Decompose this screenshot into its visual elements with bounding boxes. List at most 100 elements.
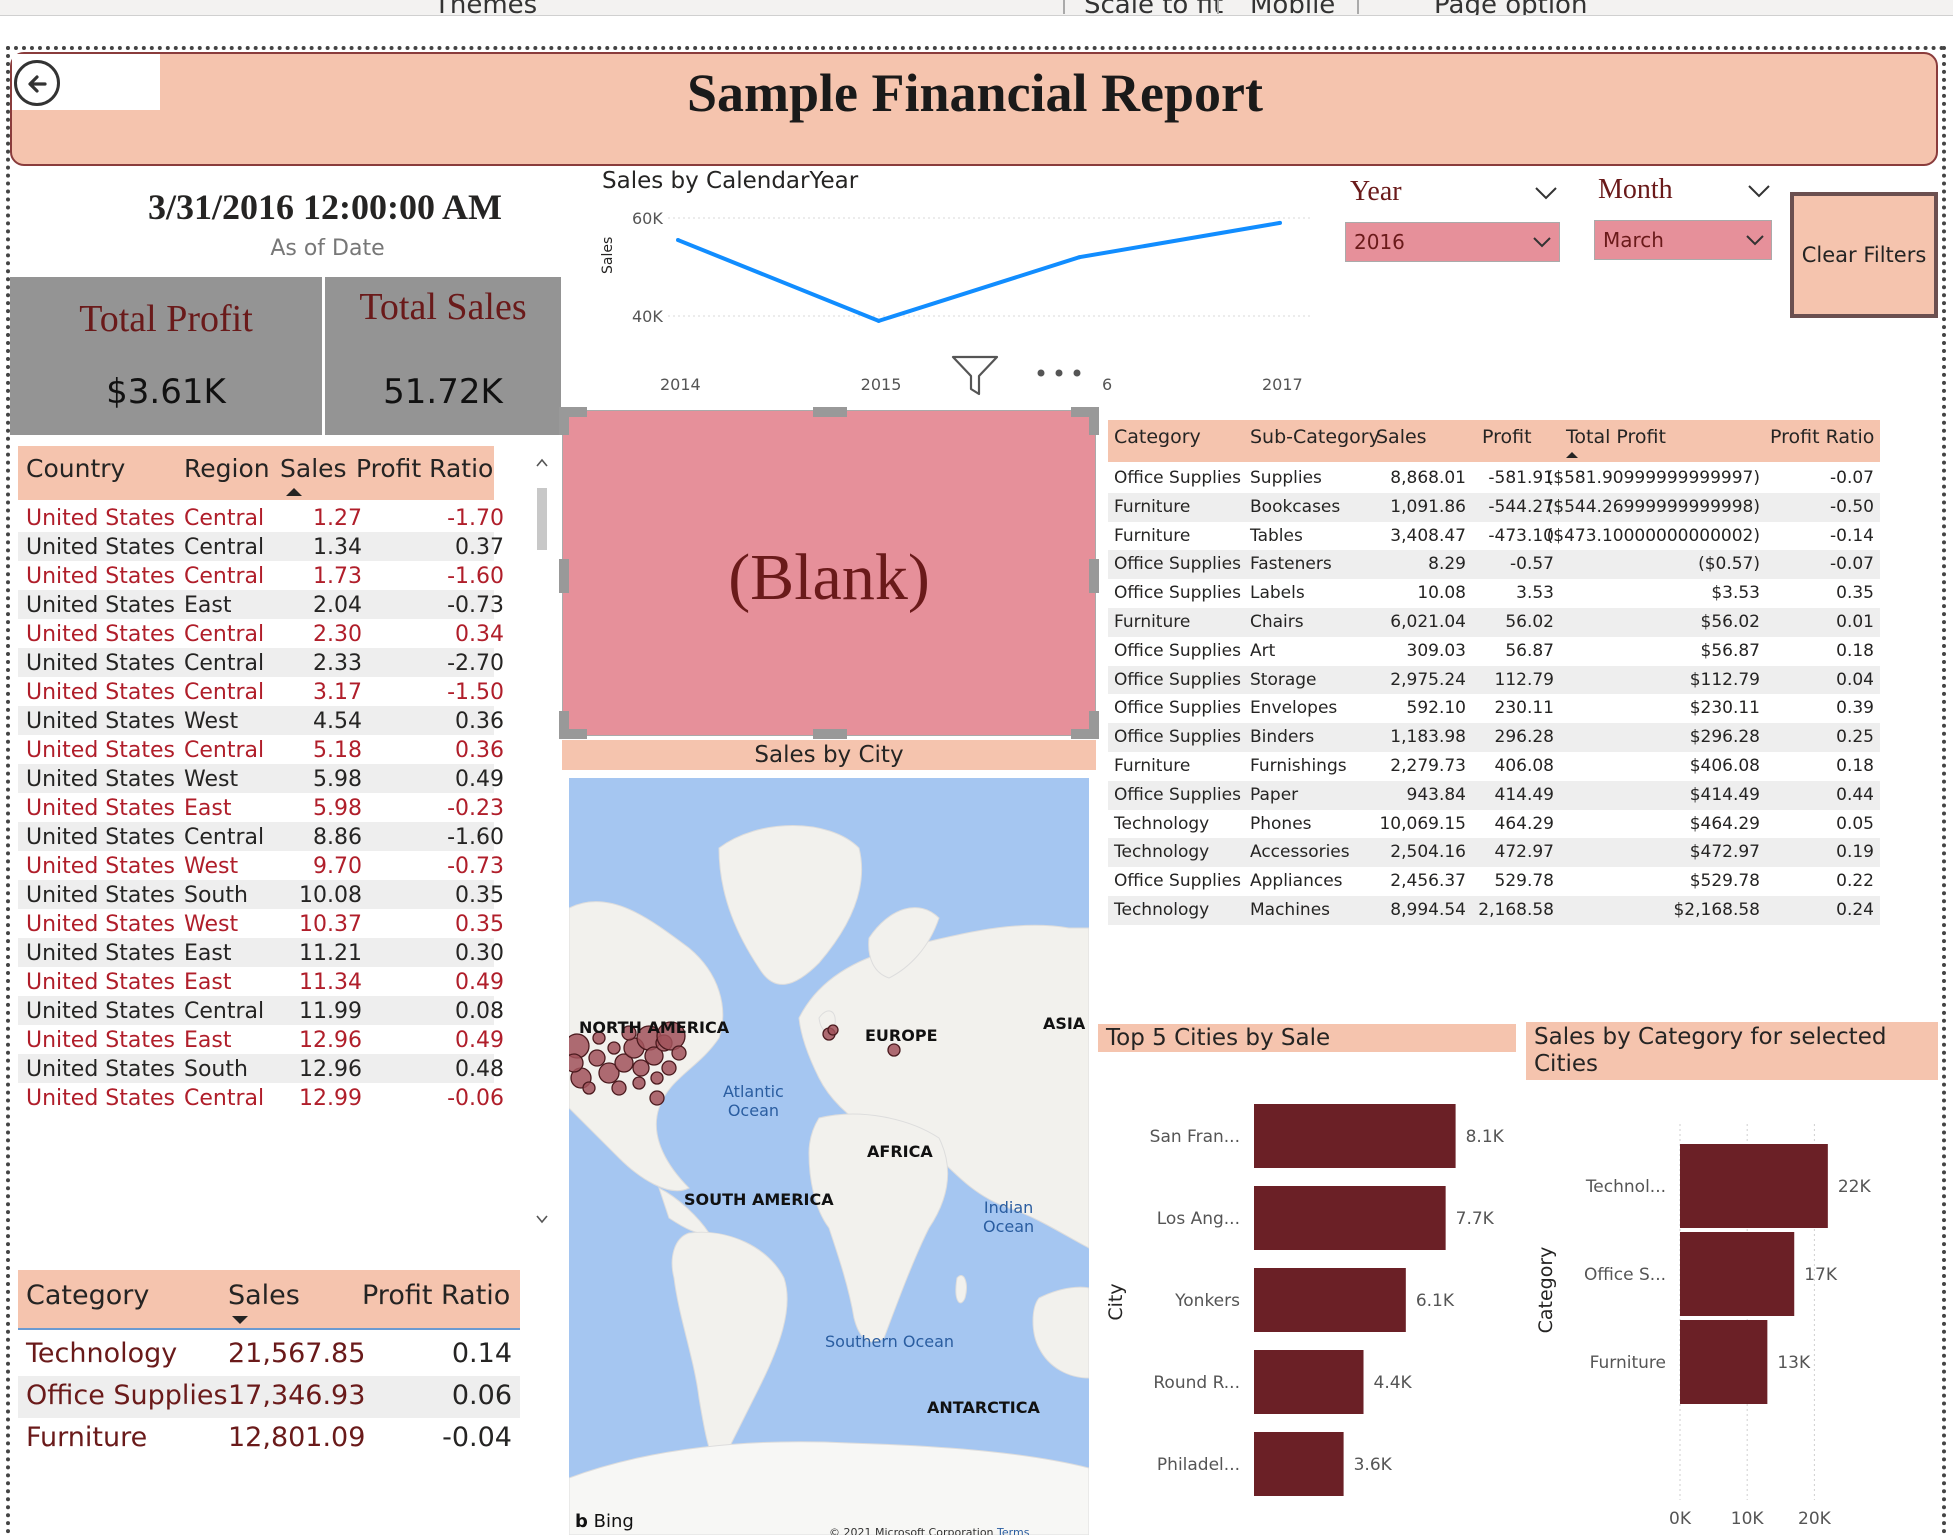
- more-options-icon[interactable]: [1036, 368, 1086, 378]
- table-row[interactable]: Office Supplies Storage 2,975.24 112.79 $112…: [1108, 665, 1880, 695]
- table-row[interactable]: United States Central 1.34 0.37: [18, 532, 504, 561]
- table-cell: 12.99: [299, 1086, 362, 1111]
- table-row[interactable]: Furniture Bookcases 1,091.86 -544.27 ($544.2…: [1108, 492, 1880, 522]
- sales-by-category-bar-chart[interactable]: Technol... 22K Office S... 17K Furniture 13K C…: [1526, 1090, 1938, 1535]
- toolbar-page-options[interactable]: Page option: [1434, 0, 1588, 16]
- col-header[interactable]: Total Profit: [1566, 426, 1666, 448]
- bar[interactable]: [1680, 1232, 1795, 1316]
- sales-by-city-map[interactable]: NORTH AMERICA EUROPE ASIA AFRICA SOUTH A…: [569, 778, 1089, 1535]
- sales-line[interactable]: [677, 220, 1281, 324]
- table-row[interactable]: Office Supplies 17,346.93 0.06: [18, 1376, 520, 1418]
- toolbar-themes[interactable]: Themes: [434, 0, 538, 16]
- bar[interactable]: [1680, 1320, 1768, 1404]
- table-row[interactable]: United States Central 11.99 0.08: [18, 996, 504, 1025]
- table-cell: Machines: [1250, 900, 1331, 920]
- region-table: Country Region Sales Profit Ratio United…: [18, 446, 504, 1246]
- top-cities-bar-chart[interactable]: San Fran... 8.1K Los Ang... 7.7K Yonkers 6.1K…: [1100, 1080, 1540, 1535]
- table-row[interactable]: United States East 2.04 -0.73: [18, 590, 504, 619]
- table-row[interactable]: United States South 12.96 0.48: [18, 1054, 504, 1083]
- table-row[interactable]: Office Supplies Fasteners 8.29 -0.57 ($0.57)…: [1108, 550, 1880, 580]
- table-row[interactable]: United States East 5.98 -0.23: [18, 793, 504, 822]
- table-row[interactable]: Office Supplies Envelopes 592.10 230.11 $230…: [1108, 694, 1880, 723]
- table-row[interactable]: United States Central 8.86 -1.60: [18, 822, 504, 851]
- bar[interactable]: [1254, 1186, 1446, 1250]
- table-row[interactable]: United States West 5.98 0.49: [18, 764, 504, 793]
- table-row[interactable]: United States Central 2.33 -2.70: [18, 648, 504, 677]
- table-cell: 112.79: [1494, 669, 1554, 690]
- table-row[interactable]: Office Supplies Binders 1,183.98 296.28 $296…: [1108, 723, 1880, 752]
- col-header-region[interactable]: Region: [184, 454, 270, 483]
- col-header[interactable]: Sales: [1376, 426, 1427, 448]
- year-slicer-dropdown[interactable]: 2016: [1345, 222, 1560, 262]
- table-cell: 2,279.73: [1390, 756, 1466, 776]
- table-cell: Envelopes: [1250, 698, 1338, 719]
- ocean-label-indian: Indian Ocean: [983, 1198, 1035, 1236]
- table-row[interactable]: Office Supplies Paper 943.84 414.49 $414.49 0…: [1108, 780, 1880, 810]
- map-terms-link[interactable]: Terms: [997, 1526, 1030, 1535]
- table-cell: Office Supplies: [1114, 727, 1241, 748]
- table-row[interactable]: United States Central 1.73 -1.60: [18, 561, 504, 590]
- bar[interactable]: [1254, 1104, 1456, 1168]
- table-row[interactable]: Furniture 12,801.09 -0.04: [18, 1418, 520, 1460]
- col-header-profit-ratio[interactable]: Profit Ratio: [362, 1280, 511, 1311]
- table-row[interactable]: United States East 11.34 0.49: [18, 967, 504, 996]
- line-point[interactable]: [676, 238, 680, 243]
- month-slicer-dropdown[interactable]: March: [1594, 220, 1772, 260]
- line-point[interactable]: [876, 318, 881, 323]
- scroll-thumb[interactable]: [537, 488, 547, 550]
- table-row[interactable]: Office Supplies Appliances 2,456.37 529.78 $…: [1108, 867, 1880, 896]
- table-row[interactable]: United States Central 2.30 0.34: [18, 619, 504, 648]
- bar[interactable]: [1254, 1432, 1344, 1496]
- table-row[interactable]: Office Supplies Art 309.03 56.87 $56.87 0.18: [1108, 637, 1880, 666]
- table-row[interactable]: United States Central 12.99 -0.06: [18, 1083, 504, 1112]
- filter-icon[interactable]: [950, 354, 1000, 398]
- table-row[interactable]: Office Supplies Labels 10.08 3.53 $3.53 0.35: [1108, 579, 1880, 608]
- line-point[interactable]: [1077, 255, 1082, 260]
- col-header[interactable]: Profit: [1482, 426, 1532, 448]
- col-header-country[interactable]: Country: [26, 454, 126, 483]
- table-row[interactable]: United States Central 5.18 0.36: [18, 735, 504, 764]
- table-cell: $529.78: [1689, 871, 1760, 892]
- chevron-down-icon[interactable]: [1747, 184, 1771, 198]
- table-row[interactable]: United States West 10.37 0.35: [18, 909, 504, 938]
- table-row[interactable]: United States Central 1.27 -1.70: [18, 503, 504, 532]
- table-row[interactable]: United States South 10.08 0.35: [18, 880, 504, 909]
- scroll-down-icon[interactable]: [536, 1214, 548, 1224]
- bar[interactable]: [1254, 1350, 1364, 1414]
- table-cell: Office Supplies: [26, 1380, 228, 1411]
- table-row[interactable]: Office Supplies Supplies 8,868.01 -581.91 ($…: [1108, 464, 1880, 493]
- table-row[interactable]: United States East 12.96 0.49: [18, 1025, 504, 1054]
- col-header-sales[interactable]: Sales: [280, 454, 347, 483]
- table-row[interactable]: Furniture Chairs 6,021.04 56.02 $56.02 0.01: [1108, 608, 1880, 637]
- bar[interactable]: [1254, 1268, 1406, 1332]
- table-row[interactable]: United States West 9.70 -0.73: [18, 851, 504, 880]
- blank-card-visual[interactable]: [562, 410, 1096, 736]
- table-row[interactable]: Furniture Furnishings 2,279.73 406.08 $406.0…: [1108, 752, 1880, 781]
- bar[interactable]: [1680, 1144, 1828, 1228]
- toolbar-mobile[interactable]: Mobile: [1250, 0, 1336, 16]
- clear-filters-button[interactable]: Clear Filters: [1790, 192, 1938, 318]
- table-row[interactable]: Technology Phones 10,069.15 464.29 $464.29 0.…: [1108, 810, 1880, 839]
- col-header-category[interactable]: Category: [26, 1280, 150, 1311]
- col-header-sales[interactable]: Sales: [228, 1280, 300, 1311]
- total-sales-card: Total Sales 51.72K: [325, 277, 561, 435]
- table-row[interactable]: United States Central 3.17 -1.50: [18, 677, 504, 706]
- toolbar-scale-to-fit[interactable]: Scale to fit: [1084, 0, 1224, 16]
- scroll-up-icon[interactable]: [536, 458, 548, 468]
- table-row[interactable]: Furniture Tables 3,408.47 -473.10 ($473.1000…: [1108, 522, 1880, 551]
- table-cell: United States: [26, 506, 175, 531]
- table-row[interactable]: Technology Machines 8,994.54 2,168.58 $2,168…: [1108, 896, 1880, 925]
- col-header[interactable]: Category: [1114, 426, 1201, 448]
- line-point[interactable]: [1278, 220, 1282, 225]
- col-header[interactable]: Profit Ratio: [1770, 426, 1875, 448]
- region-table-scrollbar[interactable]: [534, 448, 550, 1238]
- table-row[interactable]: Technology Accessories 2,504.16 472.97 $472.…: [1108, 838, 1880, 868]
- table-row[interactable]: United States East 11.21 0.30: [18, 938, 504, 967]
- col-header[interactable]: Sub-Category: [1250, 426, 1380, 448]
- back-button[interactable]: [14, 60, 60, 106]
- chevron-down-icon[interactable]: [1534, 186, 1558, 200]
- table-row[interactable]: United States West 4.54 0.36: [18, 706, 504, 735]
- table-row[interactable]: Technology 21,567.85 0.14: [18, 1334, 520, 1376]
- col-header-profit-ratio[interactable]: Profit Ratio: [356, 454, 494, 483]
- sales-by-year-line-chart[interactable]: 60K 40K 2014 2015 6 2017: [590, 200, 1310, 400]
